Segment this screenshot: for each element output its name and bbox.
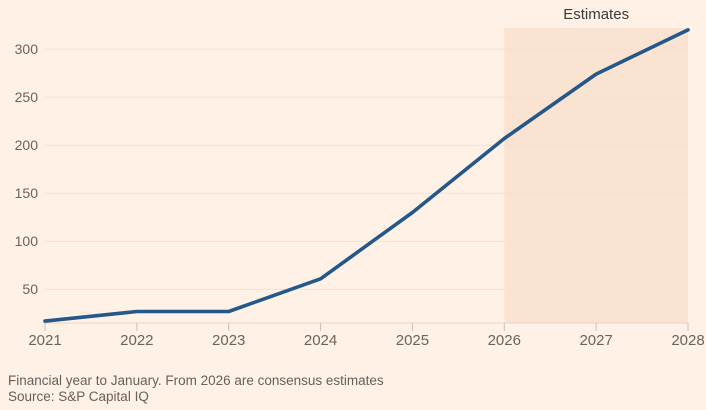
x-axis-label: 2026 — [487, 332, 521, 349]
x-axis-label: 2024 — [303, 332, 338, 349]
y-axis-label: 50 — [22, 281, 38, 298]
x-axis-label: 2023 — [212, 332, 246, 349]
x-axis-label: 2028 — [671, 332, 705, 349]
source-note: Source: S&P Capital IQ — [8, 388, 149, 404]
data-line — [43, 28, 690, 323]
footnote: Financial year to January. From 2026 are… — [8, 373, 384, 388]
x-axis-label: 2022 — [120, 332, 154, 349]
x-axis-label: 2025 — [395, 332, 430, 349]
y-axis-label: 300 — [14, 41, 38, 58]
estimates-band — [504, 28, 688, 323]
y-axis-label: 100 — [14, 233, 38, 250]
y-axis-label: 150 — [14, 185, 38, 202]
y-axis-label: 200 — [14, 137, 38, 154]
y-axis-label: 250 — [14, 89, 38, 106]
estimates-annotation: Estimates — [563, 6, 630, 23]
chart-footer: Financial year to January. From 2026 are… — [8, 373, 384, 404]
x-axis-label: 2027 — [579, 332, 613, 349]
x-axis-label: 2021 — [28, 332, 62, 349]
